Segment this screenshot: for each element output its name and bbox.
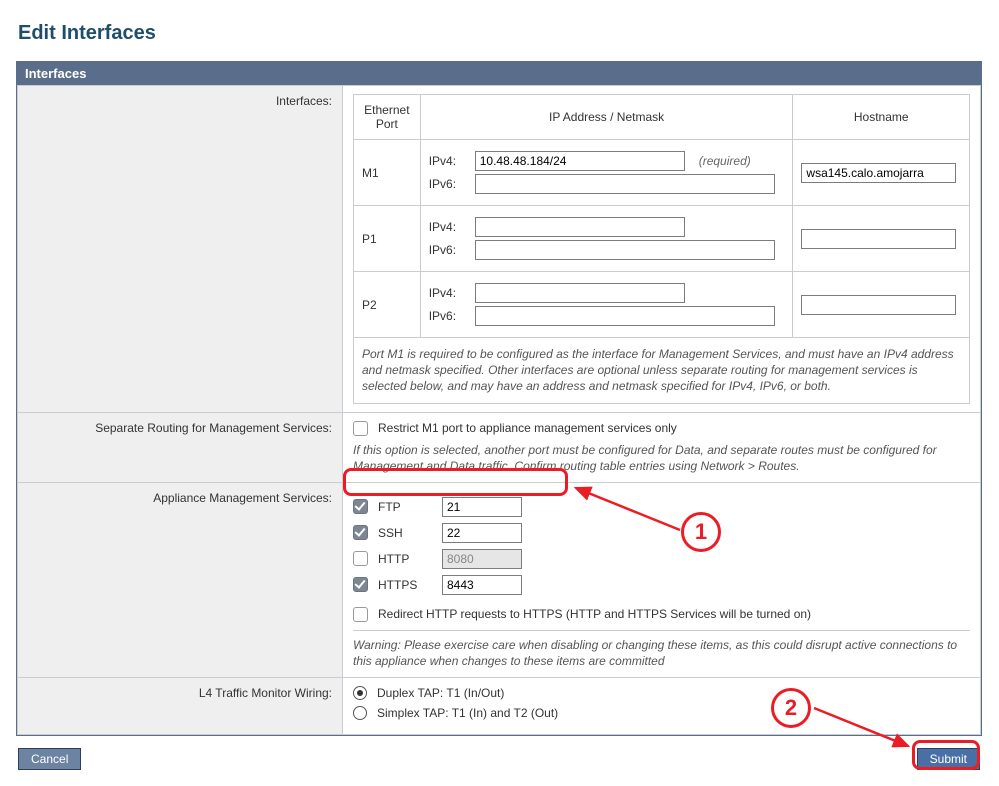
interfaces-cell: Ethernet Port IP Address / Netmask Hostn… (343, 86, 981, 413)
port-p2: P2 (354, 272, 421, 338)
redirect-label: Redirect HTTP requests to HTTPS (HTTP an… (378, 607, 811, 621)
ftp-label: FTP (378, 500, 432, 514)
iface-help: Port M1 is required to be configured as … (362, 346, 961, 395)
p2-ipv4-input[interactable] (475, 283, 685, 303)
ssh-port-input[interactable] (442, 523, 522, 543)
ipv4-label: IPv4: (429, 286, 469, 300)
iface-row-p1: P1 IPv4: IPv6: (354, 206, 970, 272)
m1-hostname-input[interactable] (801, 163, 956, 183)
services-cell: FTP SSH HTTP (343, 482, 981, 677)
ipv6-label: IPv6: (429, 243, 469, 257)
page-wrap: Edit Interfaces Interfaces Interfaces: E… (16, 22, 982, 770)
iface-row-p2: P2 IPv4: IPv6: (354, 272, 970, 338)
restrict-m1-checkbox[interactable] (353, 421, 368, 436)
iface-help-cell: Port M1 is required to be configured as … (354, 338, 970, 404)
l4-simplex-radio[interactable] (353, 706, 367, 720)
interfaces-panel: Interfaces Interfaces: Ethernet Port IP … (16, 61, 982, 736)
iface-row-m1: M1 IPv4: (required) IPv6: (354, 140, 970, 206)
port-m1: M1 (354, 140, 421, 206)
redirect-checkbox[interactable] (353, 607, 368, 622)
ipv4-label: IPv4: (429, 220, 469, 234)
cancel-button[interactable]: Cancel (18, 748, 81, 770)
ssh-label: SSH (378, 526, 432, 540)
p2-hostname-input[interactable] (801, 295, 956, 315)
page-title: Edit Interfaces (18, 22, 980, 45)
http-port-input (442, 549, 522, 569)
services-warning: Warning: Please exercise care when disab… (353, 630, 970, 669)
restrict-m1-label: Restrict M1 port to appliance management… (378, 421, 677, 435)
l4-duplex-label: Duplex TAP: T1 (In/Out) (377, 686, 504, 700)
l4-duplex-radio[interactable] (353, 686, 367, 700)
panel-header: Interfaces (17, 62, 981, 85)
l4-simplex-label: Simplex TAP: T1 (In) and T2 (Out) (377, 706, 558, 720)
m1-ipv4-input[interactable] (475, 151, 685, 171)
submit-button[interactable]: Submit (917, 748, 980, 770)
ipv6-label: IPv6: (429, 309, 469, 323)
p1-ipv6-input[interactable] (475, 240, 775, 260)
ssh-checkbox[interactable] (353, 525, 368, 540)
th-hostname: Hostname (793, 95, 970, 140)
label-l4-wiring: L4 Traffic Monitor Wiring: (18, 678, 343, 735)
button-row: Cancel Submit (16, 748, 982, 770)
http-checkbox[interactable] (353, 551, 368, 566)
p1-hostname-input[interactable] (801, 229, 956, 249)
https-label: HTTPS (378, 578, 432, 592)
ftp-port-input[interactable] (442, 497, 522, 517)
label-interfaces: Interfaces: (18, 86, 343, 413)
form-table: Interfaces: Ethernet Port IP Address / N… (17, 85, 981, 735)
th-ip: IP Address / Netmask (420, 95, 793, 140)
https-port-input[interactable] (442, 575, 522, 595)
p1-ipv4-input[interactable] (475, 217, 685, 237)
ftp-checkbox[interactable] (353, 499, 368, 514)
th-port: Ethernet Port (354, 95, 421, 140)
port-p1: P1 (354, 206, 421, 272)
p2-ipv6-input[interactable] (475, 306, 775, 326)
m1-ipv6-input[interactable] (475, 174, 775, 194)
required-note: (required) (699, 154, 751, 168)
http-label: HTTP (378, 552, 432, 566)
separate-routing-help: If this option is selected, another port… (353, 442, 970, 474)
ipv4-label: IPv4: (429, 154, 469, 168)
label-separate-routing: Separate Routing for Management Services… (18, 412, 343, 482)
ipv6-label: IPv6: (429, 177, 469, 191)
iface-table: Ethernet Port IP Address / Netmask Hostn… (353, 94, 970, 404)
https-checkbox[interactable] (353, 577, 368, 592)
label-appliance-services: Appliance Management Services: (18, 482, 343, 677)
